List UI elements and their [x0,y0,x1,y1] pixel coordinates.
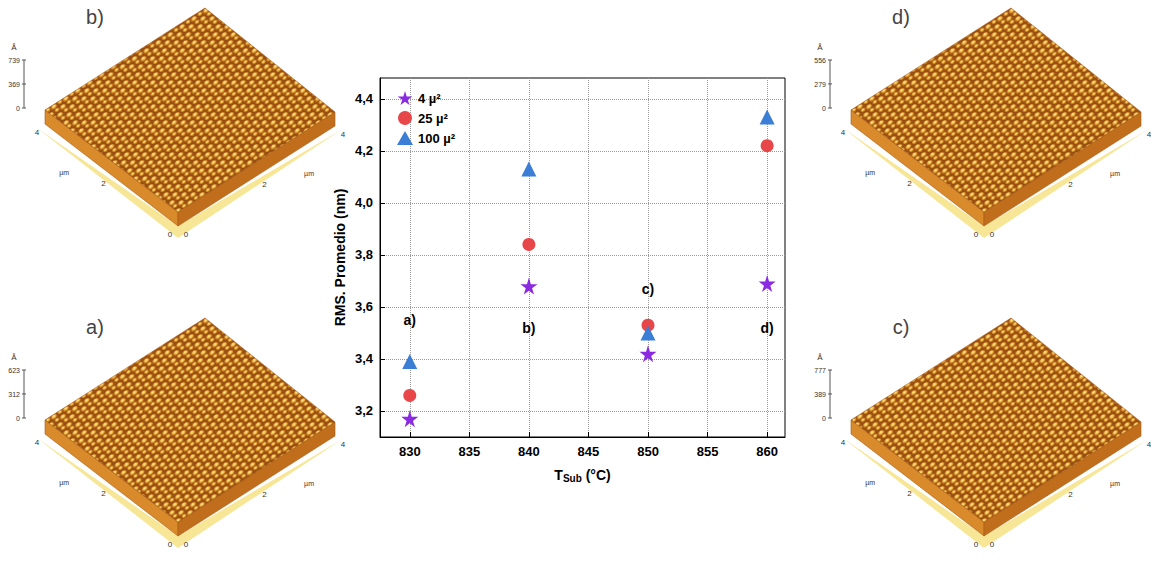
svg-text:RMS. Promedio (nm): RMS. Promedio (nm) [332,189,348,327]
svg-text:4,2: 4,2 [355,143,373,158]
svg-text:b): b) [522,320,535,336]
svg-text:2: 2 [101,179,106,188]
svg-text:d): d) [761,320,774,336]
svg-text:0: 0 [990,230,995,239]
svg-text:4: 4 [341,130,345,139]
svg-text:25 µ²: 25 µ² [418,111,449,126]
svg-text:739: 739 [8,57,20,64]
svg-text:0: 0 [822,105,826,112]
svg-text:µm: µm [1110,170,1120,178]
svg-text:µm: µm [59,479,69,487]
svg-text:2: 2 [907,179,912,188]
svg-text:3,2: 3,2 [355,403,373,418]
svg-text:c): c) [893,316,910,338]
svg-text:4: 4 [841,128,846,137]
svg-text:Å: Å [11,43,17,52]
svg-text:0: 0 [974,540,979,549]
svg-text:d): d) [892,6,910,28]
svg-text:4: 4 [341,440,345,449]
svg-text:µm: µm [59,169,69,177]
svg-text:855: 855 [697,444,719,459]
svg-text:623: 623 [8,367,20,374]
svg-text:0: 0 [184,230,189,239]
svg-text:4,0: 4,0 [355,195,373,210]
svg-text:279: 279 [814,81,826,88]
svg-text:T: T [554,467,563,483]
svg-text:556: 556 [814,57,826,64]
svg-text:c): c) [642,281,654,297]
svg-text:4: 4 [35,438,40,447]
svg-text:a): a) [86,316,104,338]
svg-text:0: 0 [16,415,20,422]
svg-text:312: 312 [8,391,20,398]
svg-text:369: 369 [8,81,20,88]
svg-text:0: 0 [822,415,826,422]
svg-text:µm: µm [865,479,875,487]
svg-text:777: 777 [814,367,826,374]
svg-text:Å: Å [817,43,823,52]
svg-text:0: 0 [184,540,189,549]
svg-text:0: 0 [168,230,173,239]
svg-text:845: 845 [578,444,600,459]
svg-text:860: 860 [756,444,778,459]
svg-text:µm: µm [304,170,314,178]
svg-text:Sub: Sub [563,473,582,484]
svg-text:4,4: 4,4 [355,91,374,106]
svg-text:4: 4 [1147,130,1151,139]
svg-text:µm: µm [304,480,314,488]
svg-text:4: 4 [1147,440,1151,449]
svg-text:100 µ²: 100 µ² [418,131,456,146]
svg-text:2: 2 [262,180,267,189]
svg-text:835: 835 [458,444,480,459]
svg-text:Å: Å [11,353,17,362]
svg-text:3,8: 3,8 [355,247,373,262]
svg-text:b): b) [86,6,104,28]
svg-text:0: 0 [990,540,995,549]
svg-text:2: 2 [1068,180,1073,189]
svg-text:4: 4 [841,438,846,447]
svg-text:0: 0 [168,540,173,549]
svg-text:4: 4 [35,128,40,137]
svg-text:Å: Å [817,353,823,362]
svg-text:2: 2 [262,490,267,499]
svg-text:0: 0 [974,230,979,239]
svg-text:(°C): (°C) [582,467,611,483]
svg-text:389: 389 [814,391,826,398]
svg-text:840: 840 [518,444,540,459]
svg-text:4 µ²: 4 µ² [418,91,441,106]
svg-text:2: 2 [1068,490,1073,499]
svg-text:830: 830 [399,444,421,459]
svg-text:3,6: 3,6 [355,299,373,314]
svg-text:3,4: 3,4 [355,351,374,366]
svg-text:a): a) [404,312,416,328]
svg-text:0: 0 [16,105,20,112]
svg-text:2: 2 [907,489,912,498]
svg-text:µm: µm [1110,480,1120,488]
svg-text:2: 2 [101,489,106,498]
svg-text:µm: µm [865,169,875,177]
svg-text:850: 850 [637,444,659,459]
